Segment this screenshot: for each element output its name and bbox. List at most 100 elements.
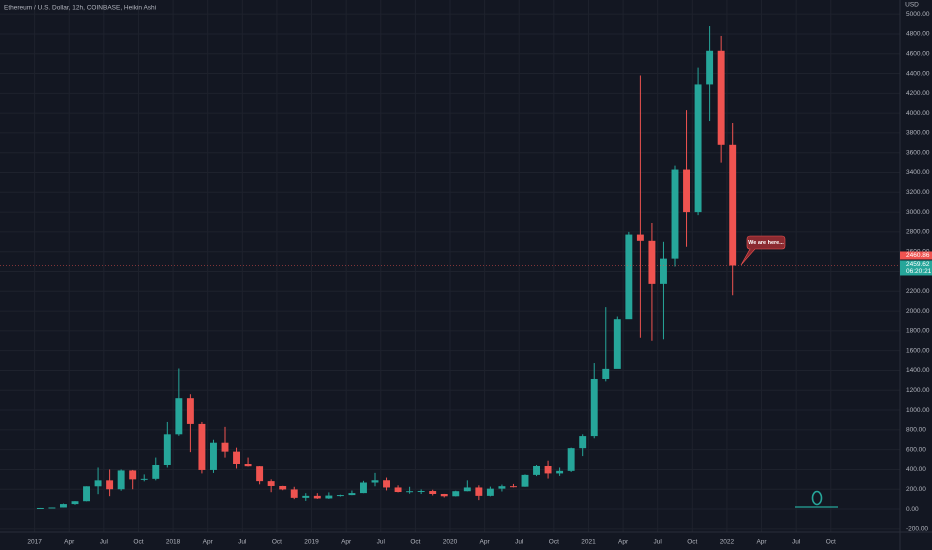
x-tick-label: Jul <box>515 539 524 546</box>
y-tick-label: 400.00 <box>906 466 926 473</box>
grid <box>0 0 900 532</box>
price-label: 2459.62 <box>906 261 930 268</box>
y-tick-label: 2200.00 <box>906 288 930 295</box>
candle-body <box>129 470 137 480</box>
candle-body <box>83 486 90 502</box>
x-tick-label: 2019 <box>304 539 319 546</box>
x-tick-label: Oct <box>133 539 143 546</box>
y-tick-label: 3200.00 <box>906 189 930 196</box>
y-tick-label: 2000.00 <box>906 308 930 315</box>
candle-body <box>60 504 67 508</box>
y-tick-label: 0.00 <box>906 506 919 513</box>
candle-body <box>313 495 321 499</box>
candle-body <box>140 478 148 480</box>
candle-body <box>244 464 252 467</box>
x-tick-label: Apr <box>480 539 491 546</box>
candle-body <box>602 368 610 379</box>
x-tick-label: Oct <box>549 539 559 546</box>
y-tick-label: 1000.00 <box>906 407 930 414</box>
candle-body <box>325 495 333 499</box>
x-tick-label: 2021 <box>581 539 596 546</box>
price-label-box <box>900 260 932 276</box>
candle-body <box>556 470 564 474</box>
x-tick-label: Oct <box>826 539 836 546</box>
candle-body <box>360 482 367 494</box>
y-tick-label: 3600.00 <box>906 149 930 156</box>
x-tick-label: Jul <box>238 539 247 546</box>
x-tick-label: Oct <box>272 539 282 546</box>
x-tick-label: Jul <box>792 539 801 546</box>
candle-body <box>186 398 194 424</box>
price-label: 2460.86 <box>906 252 930 259</box>
candle-body <box>290 489 298 498</box>
y-tick-label: 4200.00 <box>906 90 930 97</box>
x-tick-label: Jul <box>100 539 109 546</box>
candle-body <box>533 465 540 475</box>
y-tick-label: 1400.00 <box>906 367 930 374</box>
candle-body <box>221 442 229 452</box>
candle-body <box>94 480 102 487</box>
candle-body <box>671 169 679 259</box>
annotation-text: We are here... <box>748 240 784 246</box>
candles <box>36 26 737 509</box>
candle-body <box>71 501 79 505</box>
x-tick-label: 2022 <box>720 539 735 546</box>
candle-body <box>394 487 402 493</box>
candle-body <box>706 50 714 85</box>
y-tick-label: 800.00 <box>906 427 926 434</box>
y-tick-label: 3400.00 <box>906 169 930 176</box>
candle-body <box>348 493 356 496</box>
candle-body <box>452 491 460 497</box>
candle-body <box>336 495 344 497</box>
candle-body <box>660 258 667 284</box>
candle-body <box>590 378 598 437</box>
x-tick-label: Apr <box>756 539 767 546</box>
x-tick-label: Apr <box>203 539 214 546</box>
y-tick-label: 1200.00 <box>906 387 930 394</box>
candle-body <box>371 480 379 483</box>
x-tick-label: 2018 <box>166 539 181 546</box>
candle-body <box>406 491 414 493</box>
countdown-label: 06:20:21 <box>906 268 932 275</box>
x-tick-label: Jul <box>654 539 663 546</box>
candle-body <box>486 488 494 496</box>
candle-body <box>279 485 287 490</box>
candle-body <box>475 487 483 496</box>
candle-body <box>729 144 737 266</box>
candle-body <box>210 442 217 470</box>
y-tick-label: 1800.00 <box>906 328 930 335</box>
candle-body <box>625 234 633 320</box>
y-tick-label: 600.00 <box>906 446 926 453</box>
candle-body <box>613 319 621 369</box>
y-tick-label: 3800.00 <box>906 130 930 137</box>
candle-body <box>198 423 206 470</box>
drawing-circle <box>811 490 823 506</box>
candle-body <box>117 470 125 490</box>
candle-body <box>440 493 448 497</box>
x-tick-label: 2017 <box>27 539 42 546</box>
candle-body <box>717 50 725 145</box>
candle-body <box>463 487 471 492</box>
x-tick-label: Apr <box>618 539 629 546</box>
x-tick-label: Oct <box>410 539 420 546</box>
candle-body <box>417 491 425 493</box>
x-tick-label: Apr <box>341 539 352 546</box>
x-tick-label: Apr <box>64 539 75 546</box>
x-tick-label: 2020 <box>443 539 458 546</box>
candle-body <box>498 486 506 489</box>
candle-body <box>175 398 183 435</box>
candle-body <box>567 448 575 471</box>
candle-body <box>152 464 160 479</box>
price-label-box <box>900 251 932 260</box>
candle-body <box>267 481 275 486</box>
annotation-bubble <box>740 235 786 266</box>
y-tick-label: 4600.00 <box>906 50 930 57</box>
candle-body <box>510 486 517 488</box>
candle-body <box>233 451 240 465</box>
currency-label: USD <box>905 2 919 9</box>
candle-body <box>302 495 310 498</box>
candle-body <box>36 507 44 509</box>
candle-body <box>256 466 264 482</box>
y-tick-label: 4000.00 <box>906 110 930 117</box>
